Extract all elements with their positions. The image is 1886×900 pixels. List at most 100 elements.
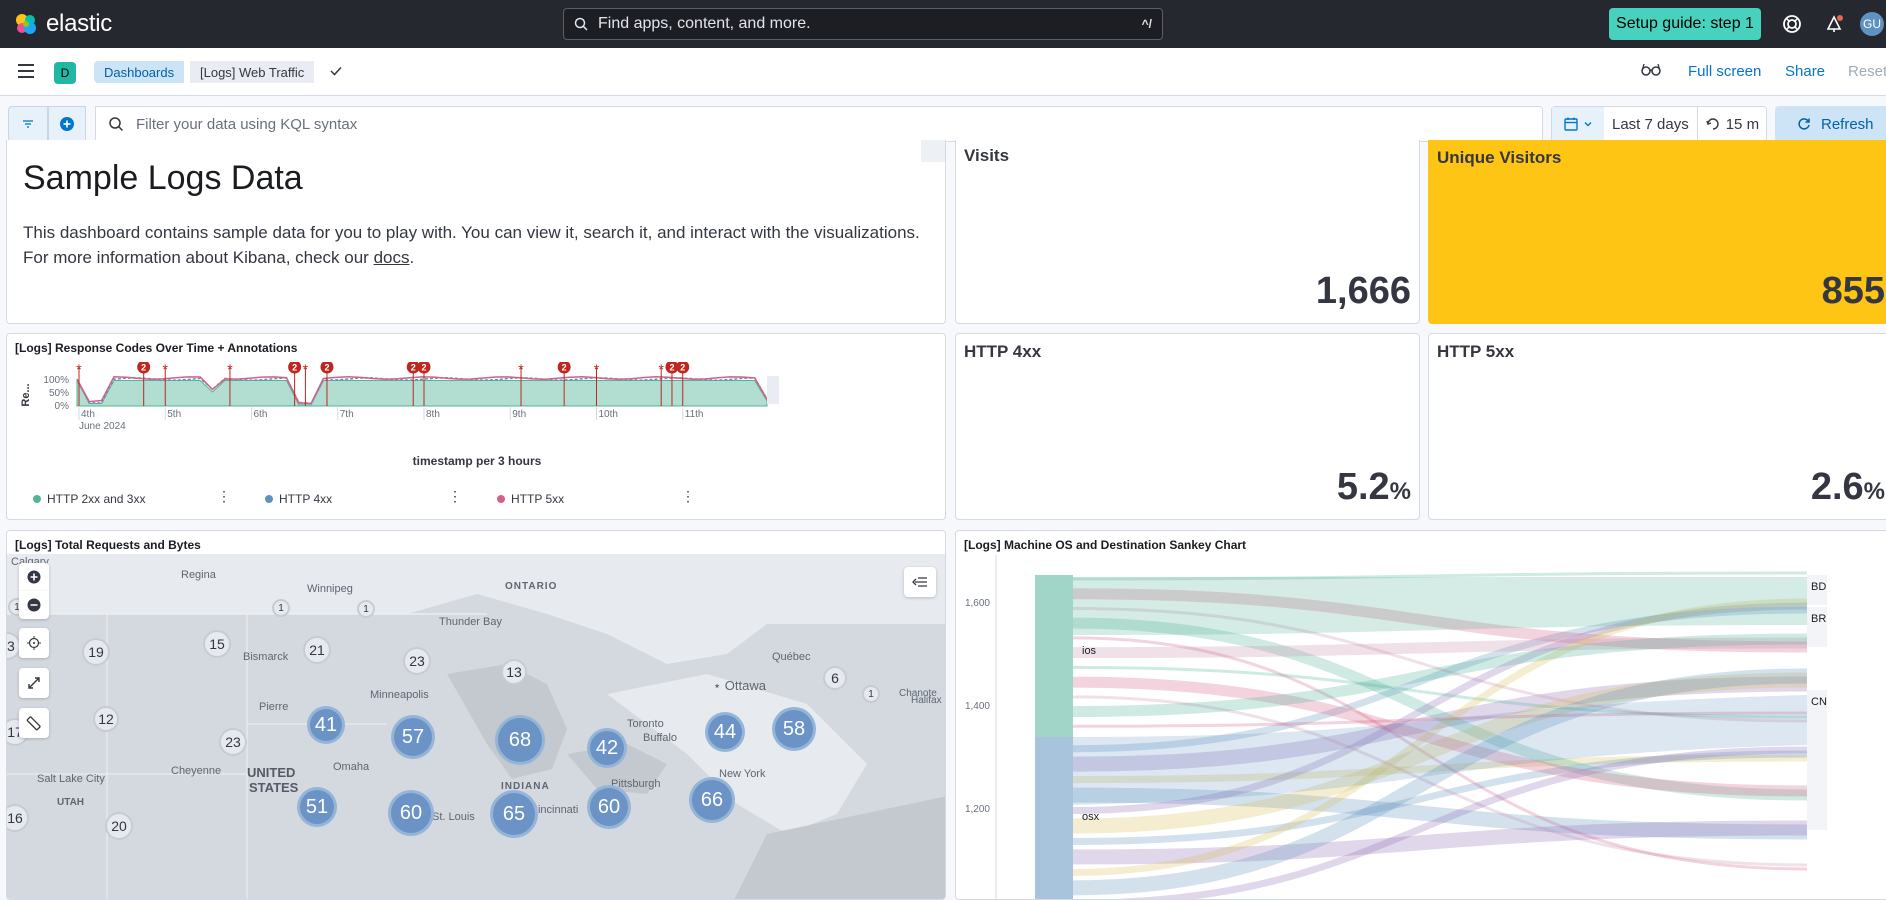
- map-label-buffalo: Buffalo: [643, 732, 678, 744]
- docs-link[interactable]: docs: [373, 248, 410, 267]
- y-tick-label: 50%: [49, 388, 69, 399]
- user-avatar[interactable]: GU: [1860, 12, 1884, 36]
- full-screen-link[interactable]: Full screen: [1688, 63, 1762, 80]
- y-axis-label: Re...: [20, 383, 32, 406]
- map-cluster[interactable]: 60: [388, 790, 434, 836]
- annotation-marker: [665, 362, 679, 374]
- map-cluster-small[interactable]: 6: [823, 666, 847, 690]
- measure-button[interactable]: [19, 708, 49, 738]
- map-cluster[interactable]: 42: [587, 728, 627, 768]
- sankey-flow: [1073, 577, 1807, 635]
- legend-item-5xx[interactable]: HTTP 5xx: [497, 492, 564, 506]
- glasses-icon[interactable]: [1640, 61, 1662, 84]
- http-5xx-metric-panel: HTTP 5xx 2.6%: [1428, 333, 1886, 520]
- help-icon[interactable]: [1780, 12, 1804, 36]
- fit-to-data-button[interactable]: [19, 668, 49, 698]
- map-cluster-small[interactable]: 16: [7, 804, 29, 832]
- http-4xx-metric-panel: HTTP 4xx 5.2%: [955, 333, 1420, 520]
- quick-select-button[interactable]: [1552, 107, 1604, 141]
- map-cluster-small[interactable]: 12: [93, 706, 119, 732]
- checkmark-icon[interactable]: [328, 63, 344, 84]
- time-picker[interactable]: Last 7 days 15 m: [1551, 106, 1767, 142]
- map-label-united: UNITED: [247, 765, 296, 780]
- map-cluster-small[interactable]: 21: [303, 636, 331, 664]
- sankey-target-label: CN: [1811, 696, 1827, 708]
- setup-guide-button[interactable]: Setup guide: step 1: [1609, 8, 1761, 40]
- zoom-in-button[interactable]: [19, 563, 49, 591]
- filter-options-button[interactable]: [8, 106, 48, 142]
- response-codes-xlabel: timestamp per 3 hours: [412, 454, 542, 468]
- add-filter-button[interactable]: [48, 106, 86, 142]
- sankey-target-node: [1807, 607, 1827, 647]
- refresh-interval[interactable]: 15 m: [1696, 107, 1760, 141]
- map-cluster-small[interactable]: 15: [203, 630, 231, 658]
- map-cluster[interactable]: 58: [772, 707, 816, 751]
- legend-item-4xx[interactable]: HTTP 4xx: [265, 492, 332, 506]
- sankey-flow: [1072, 606, 1808, 723]
- annotation-marker: *: [303, 362, 309, 377]
- breadcrumb-dashboards[interactable]: Dashboards: [94, 61, 185, 83]
- map-cluster[interactable]: 66: [689, 777, 735, 823]
- panel-corner: [921, 140, 945, 162]
- legend-menu-icon[interactable]: ⋮: [217, 488, 231, 504]
- kql-query-bar[interactable]: [95, 106, 1543, 142]
- refresh-button[interactable]: Refresh: [1775, 106, 1886, 142]
- markdown-line-1: This dashboard contains sample data for …: [23, 223, 920, 242]
- zoom-out-button[interactable]: [19, 591, 49, 619]
- map-cluster[interactable]: 44: [705, 712, 745, 752]
- menu-left-icon: [912, 577, 927, 587]
- annotation-label: 2: [411, 363, 416, 373]
- sankey-flow: [1072, 750, 1808, 845]
- reset-link[interactable]: Reset: [1848, 63, 1886, 80]
- map-cluster-small[interactable]: 1: [272, 599, 290, 617]
- global-search[interactable]: ^/: [563, 8, 1163, 40]
- locate-button[interactable]: [19, 628, 49, 658]
- x-tick-label: 8th: [426, 409, 440, 420]
- annotation-label: 2: [324, 363, 329, 373]
- unique-visitors-value: 855: [1821, 270, 1885, 312]
- layer-control-button[interactable]: [904, 567, 936, 597]
- map-label-cheyenne: Cheyenne: [171, 765, 222, 777]
- map-label-minneapolis: Minneapolis: [370, 689, 429, 701]
- map-cluster[interactable]: 57: [391, 715, 435, 759]
- kql-input[interactable]: [136, 115, 1436, 133]
- annotation-marker: [320, 362, 334, 374]
- global-search-input[interactable]: [598, 15, 1118, 33]
- map-cluster-small[interactable]: 13: [501, 659, 527, 685]
- map-panel: [Logs] Total Requests and Bytes Calgary …: [6, 530, 946, 900]
- time-range-label[interactable]: Last 7 days: [1612, 115, 1689, 133]
- map-label-ontario: ONTARIO: [505, 581, 558, 592]
- chevron-down-icon: [1584, 122, 1592, 127]
- map-label-thunder-bay: Thunder Bay: [439, 616, 502, 628]
- map-cluster[interactable]: 68: [495, 715, 545, 765]
- sankey-flow: [1072, 637, 1808, 659]
- unique-visitors-title: Unique Visitors: [1437, 148, 1562, 167]
- map-cluster[interactable]: 65: [490, 790, 538, 838]
- map-cluster[interactable]: 41: [307, 706, 345, 744]
- map-cluster[interactable]: 51: [297, 787, 337, 827]
- sankey-flow: [1072, 820, 1808, 865]
- y-tick-label: 1,600: [965, 598, 990, 609]
- legend-item-2xx[interactable]: HTTP 2xx and 3xx: [33, 492, 145, 506]
- legend-menu-icon[interactable]: ⋮: [681, 488, 695, 504]
- map-cluster[interactable]: 60: [587, 785, 631, 829]
- map-label-states: STATES: [249, 780, 299, 795]
- map-cluster-small[interactable]: 19: [82, 638, 110, 666]
- news-feed-icon[interactable]: [1822, 12, 1846, 36]
- sankey-target-node: [1807, 575, 1827, 605]
- map-cluster-small[interactable]: 23: [219, 728, 247, 756]
- map-canvas[interactable]: Calgary Regina Winnipeg ONTARIO Thunder …: [7, 554, 945, 899]
- map-cluster-small[interactable]: 1: [862, 685, 880, 703]
- legend-menu-icon[interactable]: ⋮: [448, 488, 462, 504]
- map-cluster-small[interactable]: 1: [357, 600, 375, 618]
- share-link[interactable]: Share: [1785, 63, 1826, 80]
- interval-label: 15 m: [1725, 115, 1760, 133]
- visits-metric-panel: Visits 1,666: [955, 140, 1420, 324]
- space-badge[interactable]: D: [54, 62, 76, 84]
- map-cluster-small[interactable]: 23: [403, 647, 431, 675]
- map-cluster-small[interactable]: 20: [105, 812, 133, 840]
- sankey-target-label: BD: [1811, 581, 1826, 593]
- menu-icon[interactable]: [16, 62, 36, 85]
- elastic-logo[interactable]: elastic: [14, 10, 112, 38]
- plus-circle-icon: [60, 117, 74, 131]
